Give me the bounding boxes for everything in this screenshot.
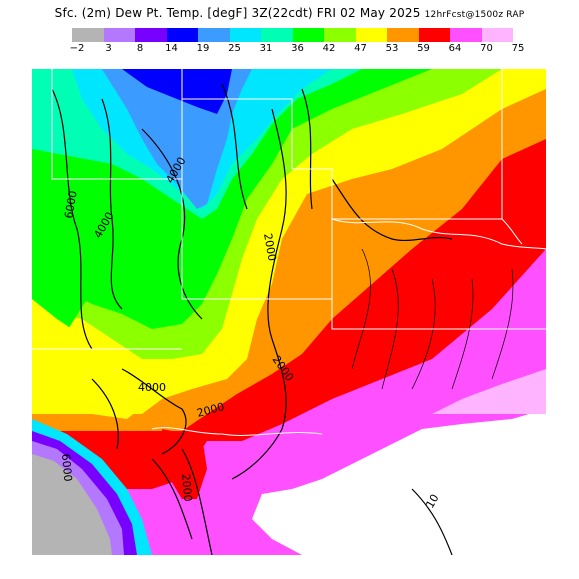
legend-tick: 25 — [228, 43, 241, 54]
field-36-west — [32, 199, 92, 344]
field-14 — [122, 69, 232, 114]
map-title: Sfc. (2m) Dew Pt. Temp. [degF] 3Z(22cdt)… — [0, 6, 579, 20]
legend-tick: 53 — [385, 43, 399, 54]
legend-swatch — [450, 28, 482, 42]
legend-swatch — [72, 28, 104, 42]
legend-tick: 8 — [136, 43, 144, 54]
legend-tick: 3 — [105, 43, 112, 54]
contour-label: 2000 — [261, 232, 279, 262]
legend-tick: 19 — [196, 43, 210, 54]
legend-tick: 75 — [511, 43, 525, 54]
legend-tick: −2 — [69, 43, 85, 54]
legend-swatch — [387, 28, 419, 42]
legend-tick: 42 — [322, 43, 336, 54]
legend-tick: 31 — [259, 43, 273, 54]
legend-swatch — [481, 28, 513, 42]
field-70b — [432, 369, 546, 414]
legend-tick: 70 — [480, 43, 493, 54]
legend-tick: 47 — [354, 43, 367, 54]
title-model: 12hrFcst@1500z RAP — [424, 10, 525, 20]
legend-swatch — [166, 28, 198, 42]
legend-swatch — [324, 28, 356, 42]
legend-swatch — [135, 28, 167, 42]
contour-label: 4000 — [138, 381, 166, 394]
color-legend — [72, 28, 513, 42]
contour-label: 6000 — [59, 453, 74, 482]
legend-tick: 59 — [417, 43, 430, 54]
legend-tick: 64 — [448, 43, 462, 54]
legend-tick: 14 — [165, 43, 178, 54]
field-southwest-gray — [32, 454, 112, 555]
field-47-west — [32, 299, 152, 419]
legend-swatch — [103, 28, 135, 42]
legend-tick: 36 — [291, 43, 304, 54]
legend-swatch — [355, 28, 387, 42]
legend-swatch — [229, 28, 261, 42]
field-70 — [252, 409, 546, 555]
legend-swatch — [198, 28, 230, 42]
contour-label: 6000 — [62, 190, 80, 220]
state-borders — [32, 69, 546, 436]
title-main: Sfc. (2m) Dew Pt. Temp. [degF] 3Z(22cdt)… — [54, 6, 421, 20]
contour-label: 2000 — [179, 473, 194, 502]
legend-ticks: −2 3 8 14 19 25 31 36 42 47 53 59 64 70 75 — [0, 43, 579, 57]
legend-swatch — [261, 28, 293, 42]
legend-swatch — [418, 28, 450, 42]
legend-swatch — [292, 28, 324, 42]
dewpoint-map: 6000 4000 4000 2000 2000 4000 2000 2000 … — [32, 69, 546, 555]
contour-label: 10 — [423, 492, 441, 511]
